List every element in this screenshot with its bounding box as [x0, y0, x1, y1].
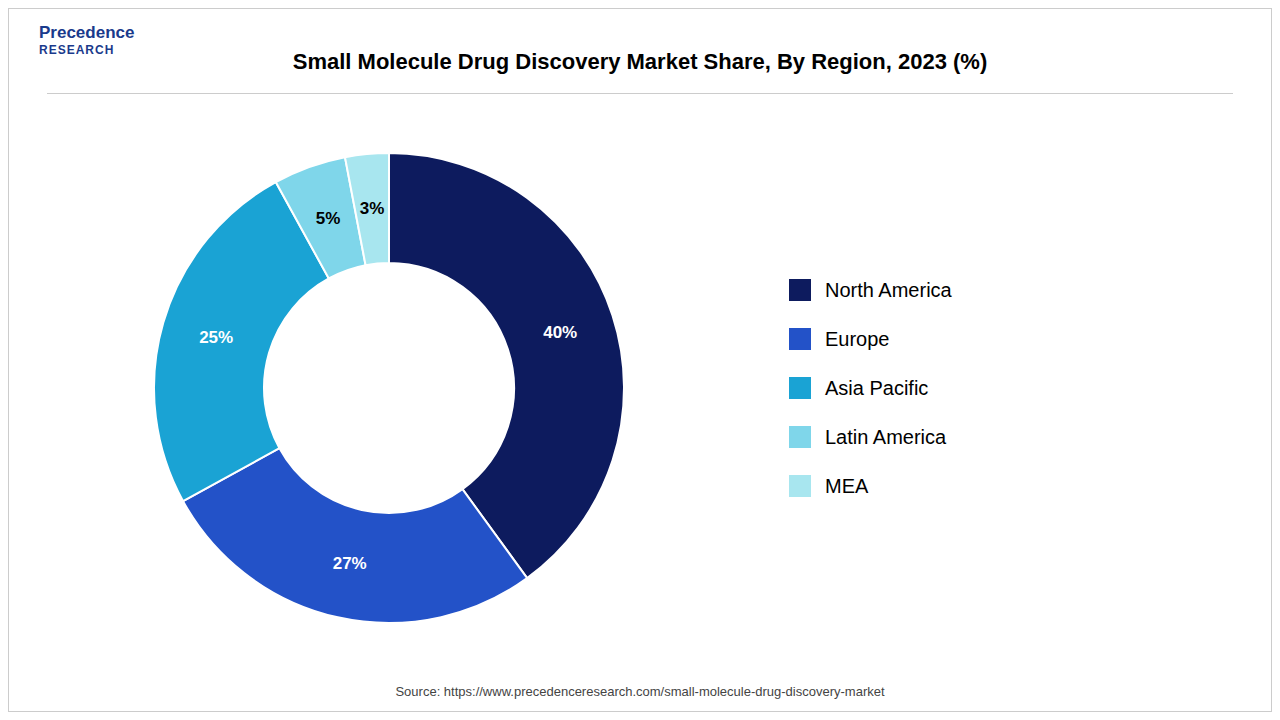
- html-text:Small Molecule Drug Discovery: Small Molecule Drug Discovery Market Sha…: [292, 49, 988, 74]
- html-text:Asia Pacific: Asia Pacific: [825, 376, 929, 399]
- html-text:Latin America: Latin America: [825, 425, 947, 448]
- svg-text:5%: 5%: [316, 209, 341, 228]
- html-text:Europe: Europe: [825, 327, 890, 350]
- html-text:Precedence: Precedence: [39, 23, 135, 42]
- svg-text:25%: 25%: [199, 328, 233, 347]
- svg-text:40%: 40%: [543, 323, 577, 342]
- html-text:RESEARCH: RESEARCH: [39, 43, 115, 57]
- html-text:Source: https://www.precedence: Source: https://www.precedenceresearch.c…: [395, 684, 885, 699]
- html-text:North America: North America: [825, 278, 952, 301]
- svg-text:3%: 3%: [360, 199, 385, 218]
- html-text:MEA: MEA: [825, 474, 869, 497]
- svg-text:27%: 27%: [333, 554, 367, 573]
